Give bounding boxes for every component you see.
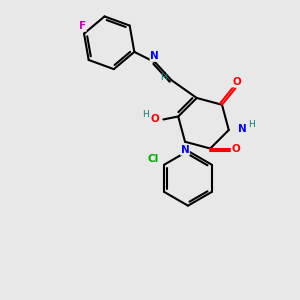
Text: O: O [232, 143, 241, 154]
Text: O: O [232, 77, 241, 87]
Text: H: H [142, 110, 149, 118]
Text: H: H [248, 120, 254, 129]
Text: H: H [160, 73, 166, 82]
Text: F: F [79, 21, 86, 31]
Text: N: N [150, 51, 159, 62]
Text: Cl: Cl [147, 154, 159, 164]
Text: N: N [181, 145, 189, 155]
Text: N: N [238, 124, 247, 134]
Text: O: O [150, 115, 159, 124]
